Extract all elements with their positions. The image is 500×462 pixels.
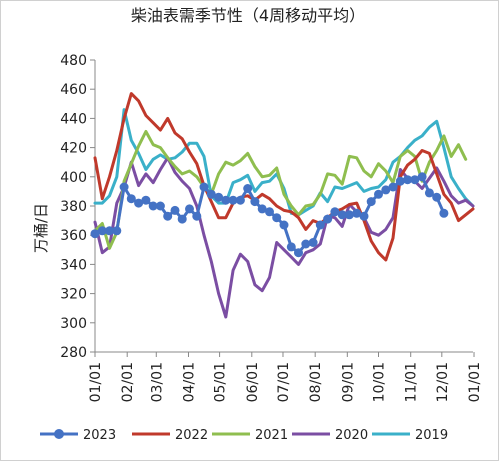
y-tick-label: 440 bbox=[60, 111, 87, 127]
data-point-2023 bbox=[214, 192, 224, 202]
data-point-2023 bbox=[286, 242, 296, 252]
legend-label: 2022 bbox=[175, 428, 208, 443]
x-tick-label: 01/01 bbox=[467, 362, 483, 402]
data-point-2023 bbox=[155, 201, 165, 211]
data-point-2023 bbox=[294, 248, 303, 258]
data-point-2023 bbox=[206, 189, 216, 199]
y-axis-label: 万桶/日 bbox=[32, 203, 50, 253]
data-point-2023 bbox=[279, 220, 289, 230]
data-point-2023 bbox=[199, 182, 209, 192]
data-point-2023 bbox=[315, 220, 325, 230]
x-tick-label: 10/01 bbox=[372, 362, 388, 402]
x-tick-label: 12/01 bbox=[435, 362, 451, 402]
legend-label: 2021 bbox=[255, 428, 288, 443]
data-point-2023 bbox=[388, 182, 398, 192]
x-tick-label: 01/01 bbox=[88, 362, 104, 402]
data-point-2023 bbox=[403, 175, 413, 185]
data-point-2023 bbox=[243, 184, 253, 193]
data-point-2023 bbox=[141, 195, 151, 205]
data-point-2023 bbox=[366, 197, 376, 207]
data-point-2023 bbox=[170, 205, 180, 215]
legend-label: 2019 bbox=[415, 428, 448, 443]
data-point-2023 bbox=[250, 197, 260, 207]
x-tick-label: 04/01 bbox=[181, 362, 197, 402]
series-2021 bbox=[93, 130, 468, 250]
data-point-2023 bbox=[344, 210, 354, 220]
data-point-2023 bbox=[374, 189, 383, 199]
x-tick-label: 06/01 bbox=[245, 362, 261, 402]
y-tick-label: 300 bbox=[60, 316, 87, 332]
x-tick-label: 05/01 bbox=[213, 362, 229, 402]
series-line-2021 bbox=[93, 130, 468, 250]
x-tick-label: 07/01 bbox=[276, 362, 292, 402]
data-point-2023 bbox=[439, 208, 449, 218]
data-point-2023 bbox=[235, 195, 245, 205]
data-point-2023 bbox=[352, 208, 362, 218]
data-point-2023 bbox=[337, 210, 347, 220]
data-point-2023 bbox=[228, 195, 238, 205]
y-tick-label: 360 bbox=[60, 228, 87, 244]
legend: 2023 2022 2021 2020 2019 bbox=[40, 428, 448, 443]
y-tick-label: 280 bbox=[60, 345, 87, 361]
legend-item-2023: 2023 bbox=[40, 428, 116, 443]
data-point-2023 bbox=[410, 175, 420, 185]
data-point-2023 bbox=[265, 207, 274, 217]
y-tick-label: 420 bbox=[60, 141, 87, 157]
y-tick-label: 400 bbox=[60, 170, 87, 186]
series-2019 bbox=[93, 108, 475, 217]
legend-item-2022: 2022 bbox=[132, 428, 208, 443]
data-point-2023 bbox=[272, 213, 282, 223]
legend-marker bbox=[54, 429, 64, 439]
x-tick-label: 08/01 bbox=[308, 362, 324, 402]
data-point-2023 bbox=[432, 192, 442, 202]
data-point-2023 bbox=[185, 204, 194, 214]
legend-label: 2020 bbox=[335, 428, 368, 443]
legend-item-2021: 2021 bbox=[212, 428, 288, 443]
data-point-2023 bbox=[97, 226, 107, 236]
series-2023 bbox=[90, 172, 449, 258]
data-point-2023 bbox=[359, 211, 369, 221]
y-tick-label: 320 bbox=[60, 287, 87, 303]
y-tick-label: 340 bbox=[60, 257, 87, 273]
legend-item-2020: 2020 bbox=[292, 428, 368, 443]
data-point-2023 bbox=[330, 207, 340, 217]
x-tick-label: 11/01 bbox=[404, 362, 420, 402]
data-point-2023 bbox=[163, 211, 173, 221]
series-layer bbox=[90, 92, 475, 319]
legend-item-2019: 2019 bbox=[372, 428, 448, 443]
data-point-2023 bbox=[134, 198, 144, 208]
data-point-2023 bbox=[105, 226, 114, 236]
axes: 280 300 320 340 360 380 400 420 440 460 480 01/01 02… bbox=[60, 53, 483, 402]
data-point-2023 bbox=[381, 185, 391, 195]
series-2022 bbox=[93, 92, 475, 262]
chart-title: 柴油表需季节性（4周移动平均） bbox=[131, 6, 365, 25]
legend-label: 2023 bbox=[83, 428, 116, 443]
data-point-2023 bbox=[221, 195, 231, 205]
x-tick-label: 02/01 bbox=[120, 362, 136, 402]
data-point-2023 bbox=[192, 211, 202, 221]
data-point-2023 bbox=[112, 226, 122, 236]
y-tick-label: 380 bbox=[60, 199, 87, 215]
data-point-2023 bbox=[90, 229, 100, 239]
series-line-2019 bbox=[93, 108, 475, 217]
data-point-2023 bbox=[148, 201, 158, 211]
series-line-2022 bbox=[93, 92, 475, 262]
x-tick-label: 09/01 bbox=[340, 362, 356, 402]
data-point-2023 bbox=[323, 214, 333, 224]
data-point-2023 bbox=[177, 214, 187, 224]
data-point-2023 bbox=[126, 194, 136, 204]
data-point-2023 bbox=[424, 188, 434, 198]
data-point-2023 bbox=[119, 182, 129, 192]
data-point-2023 bbox=[417, 172, 427, 182]
x-tick-label: 03/01 bbox=[149, 362, 165, 402]
data-point-2023 bbox=[395, 176, 405, 186]
y-tick-label: 460 bbox=[60, 82, 87, 98]
y-tick-label: 480 bbox=[60, 53, 87, 69]
data-point-2023 bbox=[257, 204, 267, 214]
data-point-2023 bbox=[301, 239, 311, 249]
data-point-2023 bbox=[308, 238, 318, 247]
